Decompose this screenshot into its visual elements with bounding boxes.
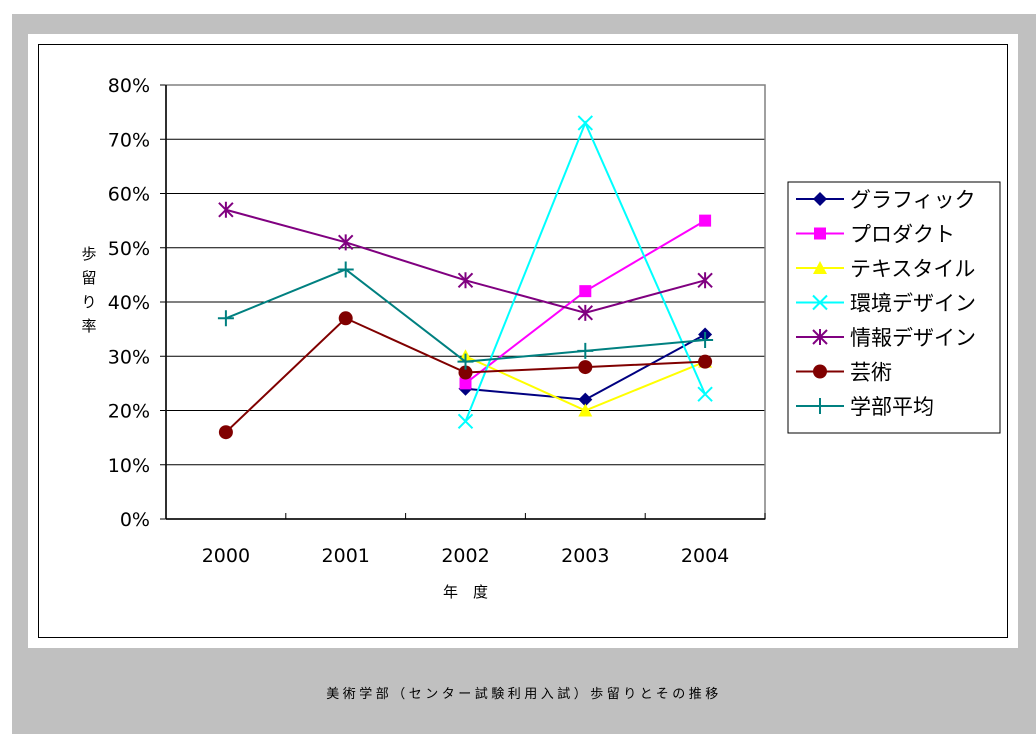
x-tick-label: 2001: [322, 545, 370, 567]
data-point: [457, 353, 474, 370]
data-point: [459, 377, 472, 390]
legend-marker: [813, 261, 827, 274]
y-tick-label: 30%: [108, 346, 150, 368]
y-tick-label: 10%: [108, 455, 150, 477]
data-point: [579, 285, 592, 298]
data-point: [457, 272, 474, 289]
data-point: [699, 214, 712, 227]
legend-label: 学部平均: [850, 395, 934, 419]
legend-marker: [813, 364, 827, 379]
data-point: [578, 360, 593, 375]
y-tick-label: 40%: [108, 292, 150, 314]
y-tick-label: 60%: [108, 184, 150, 206]
data-point: [697, 386, 713, 402]
legend-marker: [812, 398, 828, 414]
legend-label: 情報デザイン: [850, 326, 976, 350]
legend-label: テキスタイル: [850, 257, 975, 281]
data-point: [577, 304, 594, 321]
x-tick-label: 2000: [202, 545, 250, 567]
data-point: [697, 331, 714, 348]
legend-label: 芸術: [850, 361, 892, 385]
x-tick-label: 2002: [441, 545, 489, 567]
y-tick-label: 0%: [120, 509, 150, 531]
data-point: [578, 392, 593, 407]
y-tick-label: 20%: [108, 401, 150, 423]
data-point: [458, 365, 473, 380]
y-tick-label: 50%: [108, 238, 150, 260]
data-point: [578, 403, 593, 417]
data-point: [577, 342, 594, 359]
legend-label: グラフィック: [850, 188, 976, 212]
data-point: [457, 413, 474, 430]
data-point: [577, 115, 594, 131]
y-tick-label: 70%: [108, 129, 150, 151]
line-chart: 0% 10% 20% 30% 40% 50% 60% 70% 80% 2000 2001 2002 20…: [38, 44, 1008, 638]
legend-label: プロダクト: [850, 223, 955, 247]
legend-label: 環境デザイン: [850, 292, 976, 316]
chart-panel: 0% 10% 20% 30% 40% 50% 60% 70% 80% 2000 2001 2002 20…: [28, 34, 1018, 648]
data-point: [697, 272, 713, 289]
data-point: [337, 261, 354, 278]
data-point: [217, 310, 234, 327]
x-tick-label: 2003: [561, 545, 609, 567]
data-point: [337, 234, 354, 251]
y-axis-title: 歩留り率: [81, 245, 96, 335]
chart-caption: 美術学部（センター試験利用入試）歩留りとその推移: [326, 687, 722, 702]
data-point: [698, 354, 713, 369]
legend-marker: [812, 329, 828, 345]
data-point: [338, 311, 353, 326]
data-point: [218, 201, 234, 218]
data-point: [218, 425, 233, 440]
x-tick-label: 2004: [681, 545, 729, 567]
legend-marker: [813, 192, 827, 206]
x-axis-title: 年 度: [443, 583, 488, 601]
legend-box: [787, 181, 1001, 434]
y-tick-label: 80%: [108, 75, 150, 97]
legend-marker: [812, 294, 828, 311]
legend-marker: [814, 227, 826, 240]
